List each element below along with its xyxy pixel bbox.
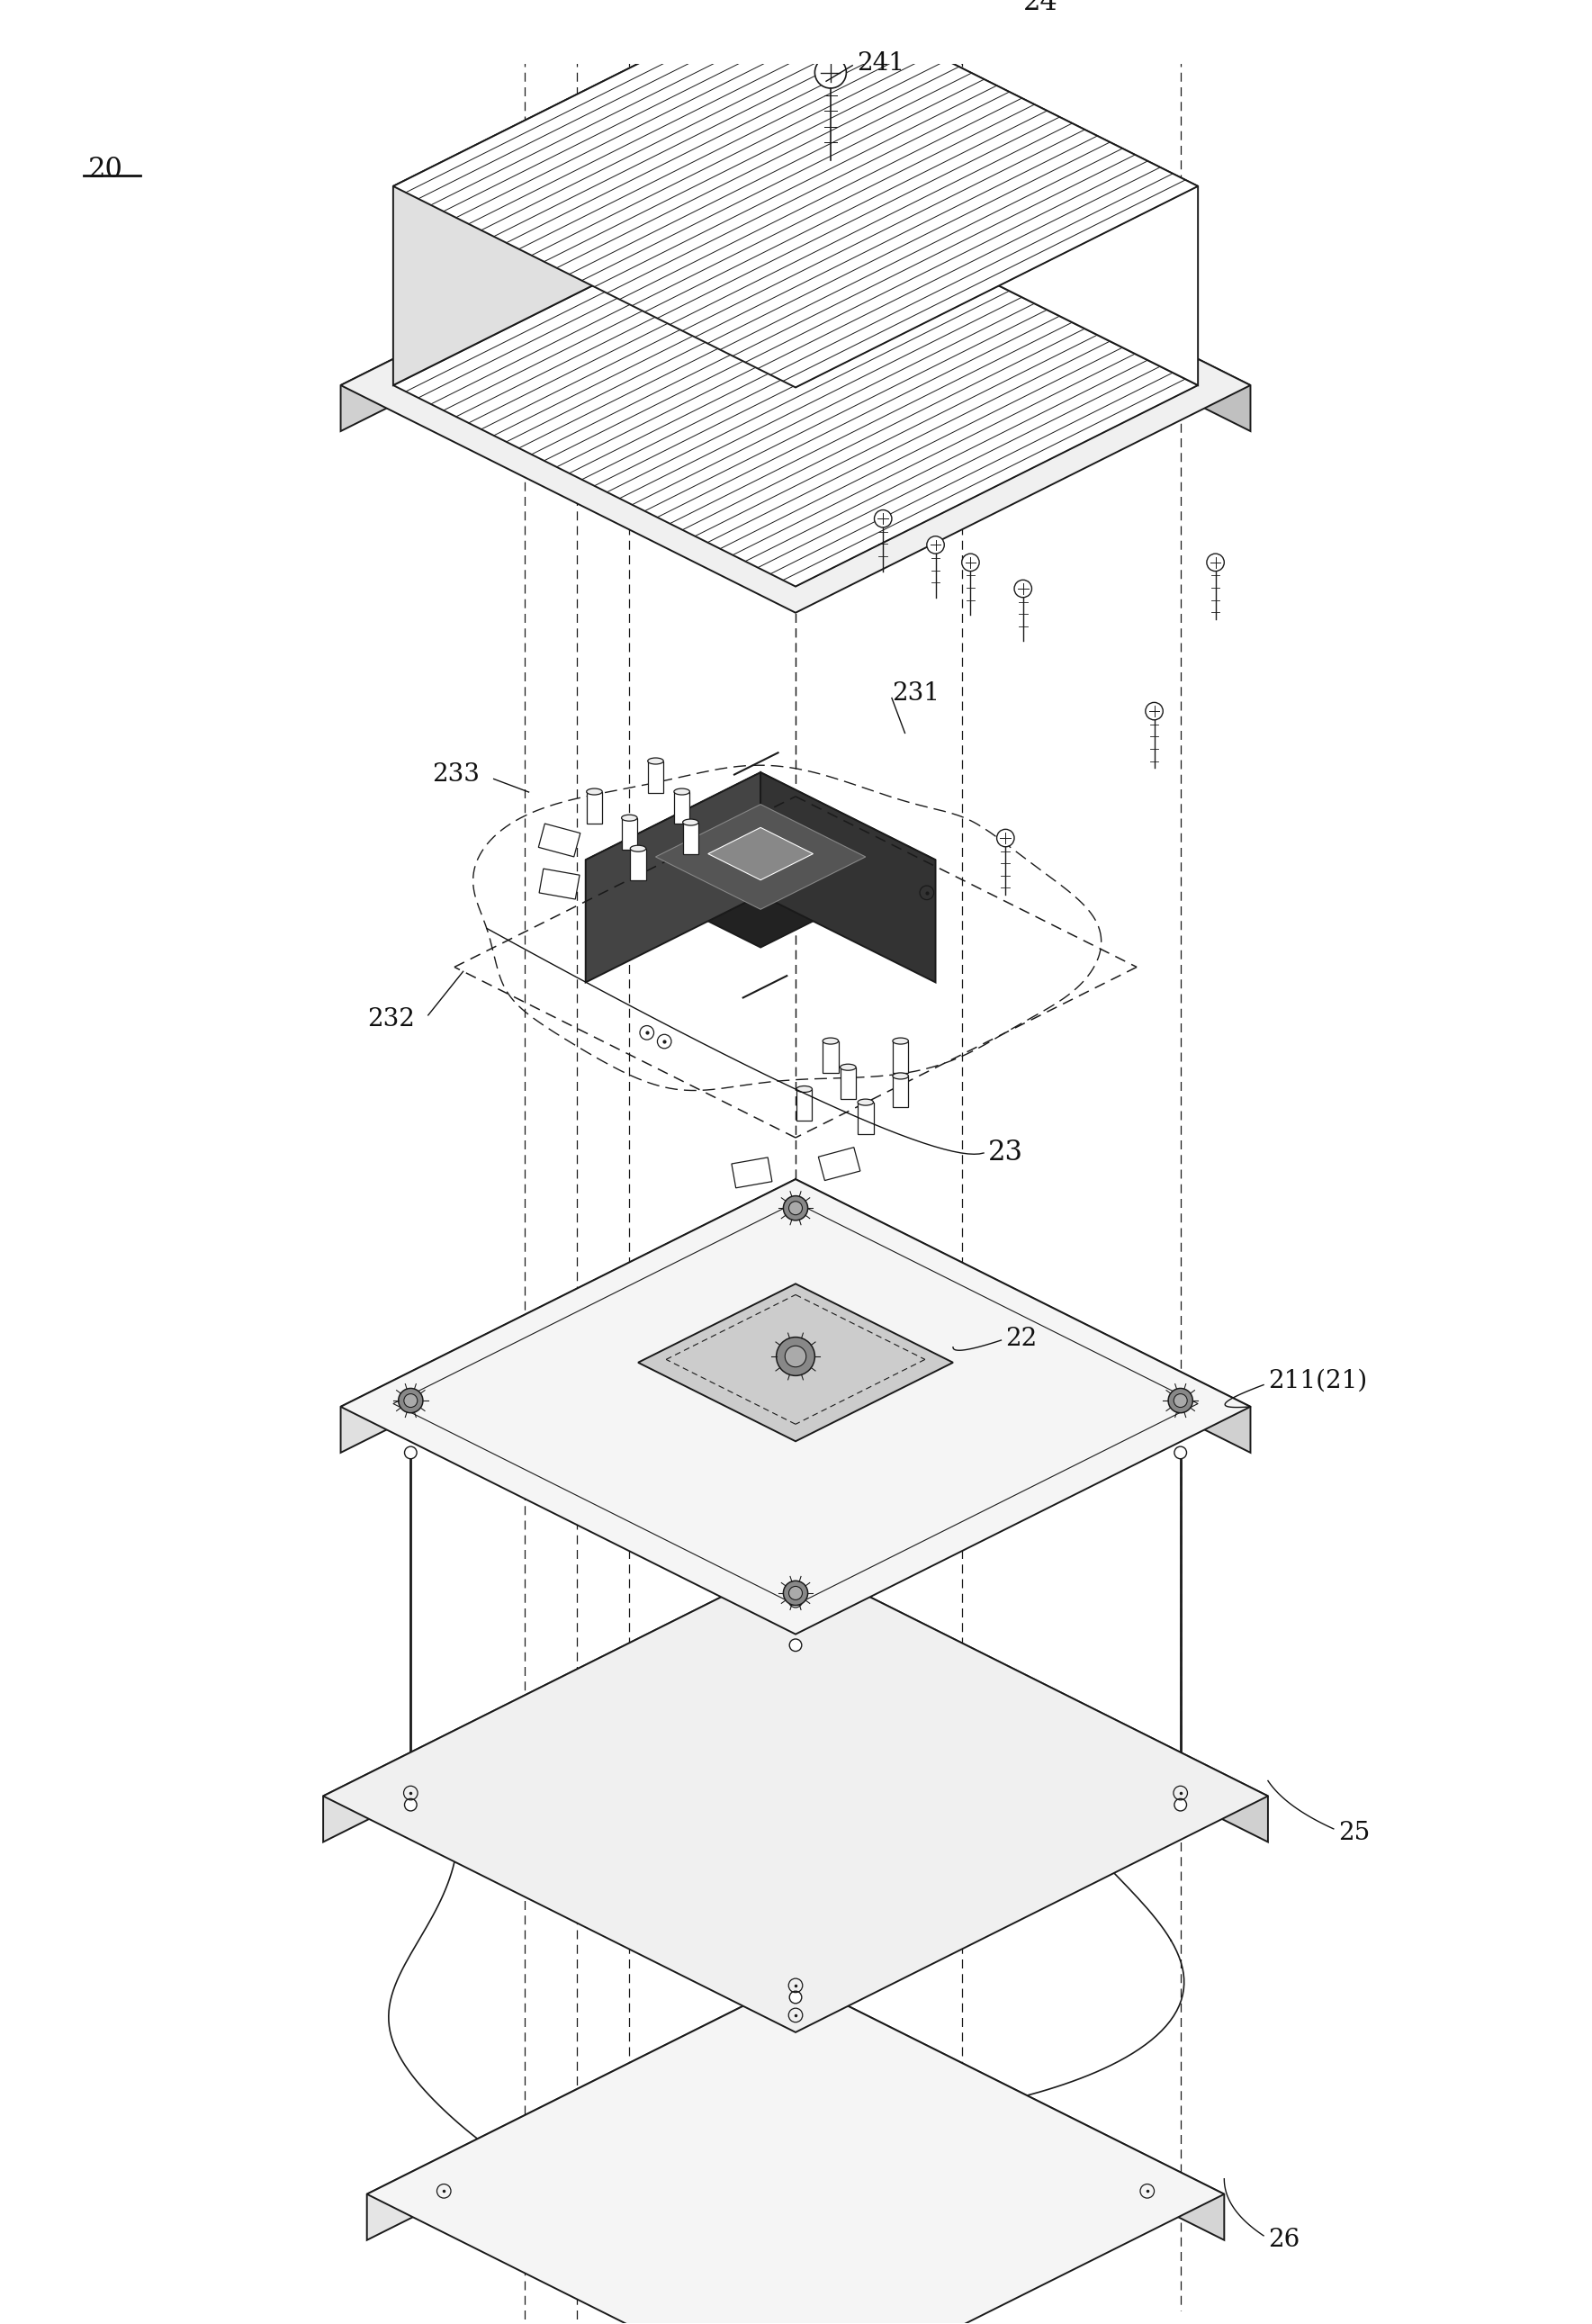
Bar	[796, 1090, 812, 1120]
Text: 24: 24	[1024, 0, 1057, 16]
Circle shape	[1173, 1394, 1188, 1408]
Ellipse shape	[630, 846, 646, 851]
Polygon shape	[818, 1148, 860, 1181]
Circle shape	[398, 1387, 423, 1413]
Bar	[893, 1076, 909, 1109]
Text: 232: 232	[366, 1006, 414, 1032]
Polygon shape	[341, 1178, 796, 1452]
Circle shape	[777, 1336, 815, 1376]
Text: 233: 233	[433, 762, 481, 788]
Circle shape	[1169, 1387, 1192, 1413]
Polygon shape	[656, 804, 866, 909]
Ellipse shape	[683, 818, 699, 825]
Circle shape	[874, 509, 892, 528]
Circle shape	[1014, 581, 1032, 597]
Bar	[858, 1102, 874, 1134]
Bar	[621, 818, 637, 848]
Polygon shape	[366, 1980, 1224, 2324]
Ellipse shape	[621, 816, 637, 820]
Ellipse shape	[648, 758, 664, 765]
Bar	[630, 848, 646, 881]
Circle shape	[962, 553, 979, 572]
Polygon shape	[323, 1559, 1267, 2031]
Circle shape	[404, 1394, 417, 1408]
Bar	[673, 792, 689, 823]
Ellipse shape	[586, 788, 602, 795]
Polygon shape	[341, 158, 1250, 614]
Circle shape	[790, 1606, 802, 1618]
Bar	[893, 1041, 909, 1071]
Text: 23: 23	[989, 1139, 1024, 1167]
Circle shape	[1175, 1446, 1186, 1459]
Ellipse shape	[893, 1074, 909, 1078]
Polygon shape	[732, 1157, 772, 1188]
Polygon shape	[708, 827, 814, 881]
Ellipse shape	[858, 1099, 874, 1106]
Circle shape	[790, 1638, 802, 1652]
Text: 20: 20	[88, 156, 123, 184]
Text: 26: 26	[1267, 2229, 1299, 2252]
Bar	[841, 1067, 856, 1099]
Polygon shape	[796, 1559, 1267, 1843]
Polygon shape	[796, 1980, 1224, 2240]
Circle shape	[404, 1446, 417, 1459]
Ellipse shape	[841, 1064, 856, 1071]
Polygon shape	[393, 0, 1197, 388]
Ellipse shape	[673, 788, 689, 795]
Text: 231: 231	[892, 681, 939, 706]
Text: 22: 22	[1006, 1327, 1038, 1350]
Circle shape	[997, 830, 1014, 846]
Polygon shape	[393, 184, 1197, 586]
Polygon shape	[638, 1283, 954, 1441]
Circle shape	[815, 56, 847, 88]
Polygon shape	[761, 772, 936, 983]
Bar	[648, 760, 664, 792]
Polygon shape	[796, 158, 1250, 432]
Bar	[586, 792, 602, 823]
Circle shape	[790, 1992, 802, 2003]
Polygon shape	[341, 1178, 1250, 1634]
Polygon shape	[538, 823, 581, 858]
Circle shape	[783, 1580, 807, 1606]
Bar	[683, 823, 699, 853]
Polygon shape	[393, 0, 796, 386]
Polygon shape	[586, 772, 761, 983]
Ellipse shape	[796, 1085, 812, 1092]
Circle shape	[404, 1799, 417, 1810]
Ellipse shape	[893, 1039, 909, 1043]
Circle shape	[790, 1255, 802, 1267]
Ellipse shape	[823, 1039, 839, 1043]
Polygon shape	[323, 1559, 796, 1843]
Circle shape	[1175, 1799, 1186, 1810]
Polygon shape	[796, 1178, 1250, 1452]
Bar	[823, 1041, 839, 1071]
Polygon shape	[796, 0, 1197, 386]
Circle shape	[788, 1202, 802, 1215]
Text: 25: 25	[1337, 1822, 1369, 1845]
Circle shape	[788, 1587, 802, 1599]
Text: 211(21): 211(21)	[1267, 1369, 1368, 1392]
Polygon shape	[586, 772, 936, 948]
Polygon shape	[341, 158, 796, 432]
Polygon shape	[540, 869, 579, 899]
Circle shape	[783, 1197, 807, 1220]
Circle shape	[1146, 702, 1164, 720]
Polygon shape	[366, 1980, 796, 2240]
Text: 241: 241	[856, 51, 904, 77]
Circle shape	[1207, 553, 1224, 572]
Circle shape	[785, 1346, 806, 1367]
Circle shape	[927, 537, 944, 553]
